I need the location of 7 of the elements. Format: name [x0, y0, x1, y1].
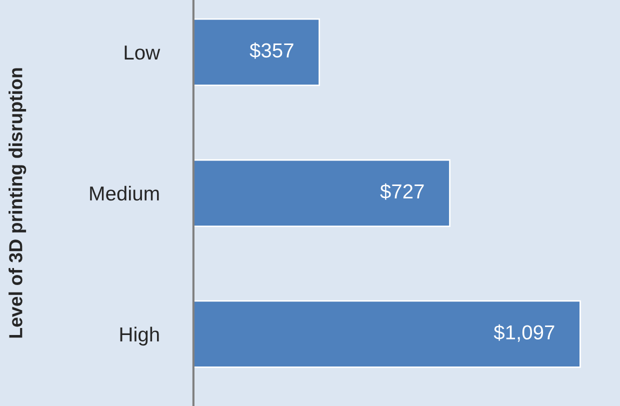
y-tick-label: Low: [124, 46, 160, 60]
y-tick-label: Medium: [90, 186, 159, 201]
data-label: $727: [380, 183, 424, 200]
data-label: $1,097: [494, 324, 554, 342]
y-axis-title: Level of 3D printing disruption: [8, 68, 26, 338]
y-tick-label: High: [120, 326, 159, 346]
data-label: $357: [250, 42, 294, 59]
